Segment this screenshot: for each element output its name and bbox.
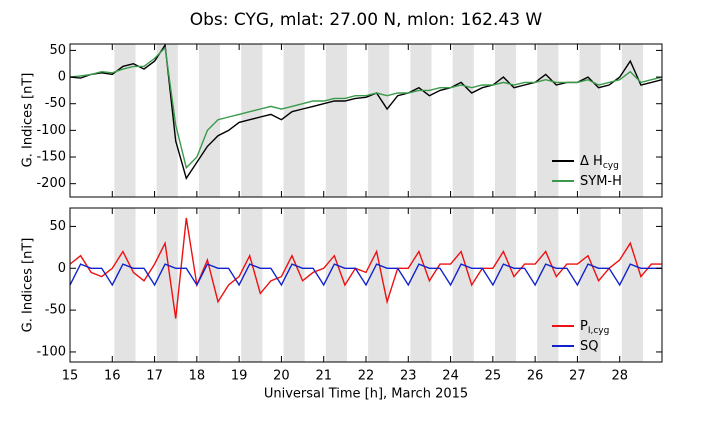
night-shading bbox=[241, 208, 263, 362]
night-shading bbox=[579, 208, 601, 362]
x-tick-label: 16 bbox=[104, 369, 121, 384]
y-tick-label: 50 bbox=[49, 219, 66, 234]
night-shading bbox=[325, 44, 347, 197]
x-tick-label: 28 bbox=[611, 369, 628, 384]
legend-label: Δ Hcyg bbox=[580, 154, 619, 171]
y-tick-label: 50 bbox=[49, 43, 66, 58]
y-axis-label: G. Indices [nT] bbox=[21, 238, 36, 333]
night-shading bbox=[114, 208, 136, 362]
night-shading bbox=[325, 208, 347, 362]
y-tick-label: -100 bbox=[36, 123, 66, 138]
y-tick-label: -100 bbox=[36, 344, 66, 359]
chart-title: Obs: CYG, mlat: 27.00 N, mlon: 162.43 W bbox=[190, 10, 543, 30]
x-tick-label: 15 bbox=[62, 369, 79, 384]
y-tick-label: -200 bbox=[36, 176, 66, 191]
data-line bbox=[70, 46, 662, 170]
legend-name: SQ bbox=[580, 339, 598, 354]
legend-name: P bbox=[580, 319, 588, 334]
legend-subscript: cyg bbox=[603, 161, 619, 171]
x-tick-label: 24 bbox=[442, 369, 459, 384]
night-shading bbox=[156, 44, 178, 197]
x-axis-label: Universal Time [h], March 2015 bbox=[264, 387, 468, 402]
x-tick-label: 25 bbox=[485, 369, 502, 384]
x-tick-label: 22 bbox=[358, 369, 375, 384]
y-tick-label: 0 bbox=[58, 261, 66, 276]
night-shading bbox=[198, 44, 221, 197]
night-shading bbox=[537, 208, 559, 362]
night-shading bbox=[368, 44, 390, 197]
y-tick-label: -50 bbox=[45, 96, 66, 111]
x-tick-label: 20 bbox=[273, 369, 290, 384]
night-shading bbox=[621, 208, 643, 362]
legend-name: Δ H bbox=[580, 154, 603, 169]
night-shading bbox=[241, 44, 263, 197]
legend-label: SYM-H bbox=[580, 174, 622, 189]
night-shading bbox=[368, 208, 390, 362]
night-shading bbox=[537, 44, 559, 197]
legend-label: PI,cyg bbox=[580, 319, 609, 336]
y-tick-label: -150 bbox=[36, 150, 66, 165]
night-shading bbox=[621, 44, 643, 197]
night-shading bbox=[283, 44, 305, 197]
night-shading bbox=[283, 208, 305, 362]
night-shading bbox=[156, 208, 178, 362]
night-shading bbox=[410, 208, 432, 362]
legend-subscript: I,cyg bbox=[588, 326, 610, 336]
y-tick-label: 0 bbox=[58, 70, 66, 85]
y-axis-label: G. Indices [nT] bbox=[21, 73, 36, 168]
night-shading bbox=[114, 44, 136, 197]
legend-name: SYM-H bbox=[580, 174, 622, 189]
night-shading bbox=[494, 44, 517, 197]
night-shading bbox=[198, 208, 221, 362]
x-tick-label: 17 bbox=[146, 369, 163, 384]
night-shading bbox=[452, 44, 474, 197]
x-tick-label: 19 bbox=[231, 369, 248, 384]
legend-label: SQ bbox=[580, 339, 598, 354]
x-tick-label: 18 bbox=[189, 369, 206, 384]
y-tick-label: -50 bbox=[45, 303, 66, 318]
x-tick-label: 27 bbox=[569, 369, 586, 384]
x-tick-label: 26 bbox=[527, 369, 544, 384]
night-shading bbox=[494, 208, 517, 362]
x-tick-label: 23 bbox=[400, 369, 417, 384]
x-tick-label: 21 bbox=[315, 369, 332, 384]
night-shading bbox=[579, 44, 601, 197]
night-shading bbox=[452, 208, 474, 362]
data-line bbox=[70, 263, 662, 287]
night-shading bbox=[410, 44, 432, 197]
